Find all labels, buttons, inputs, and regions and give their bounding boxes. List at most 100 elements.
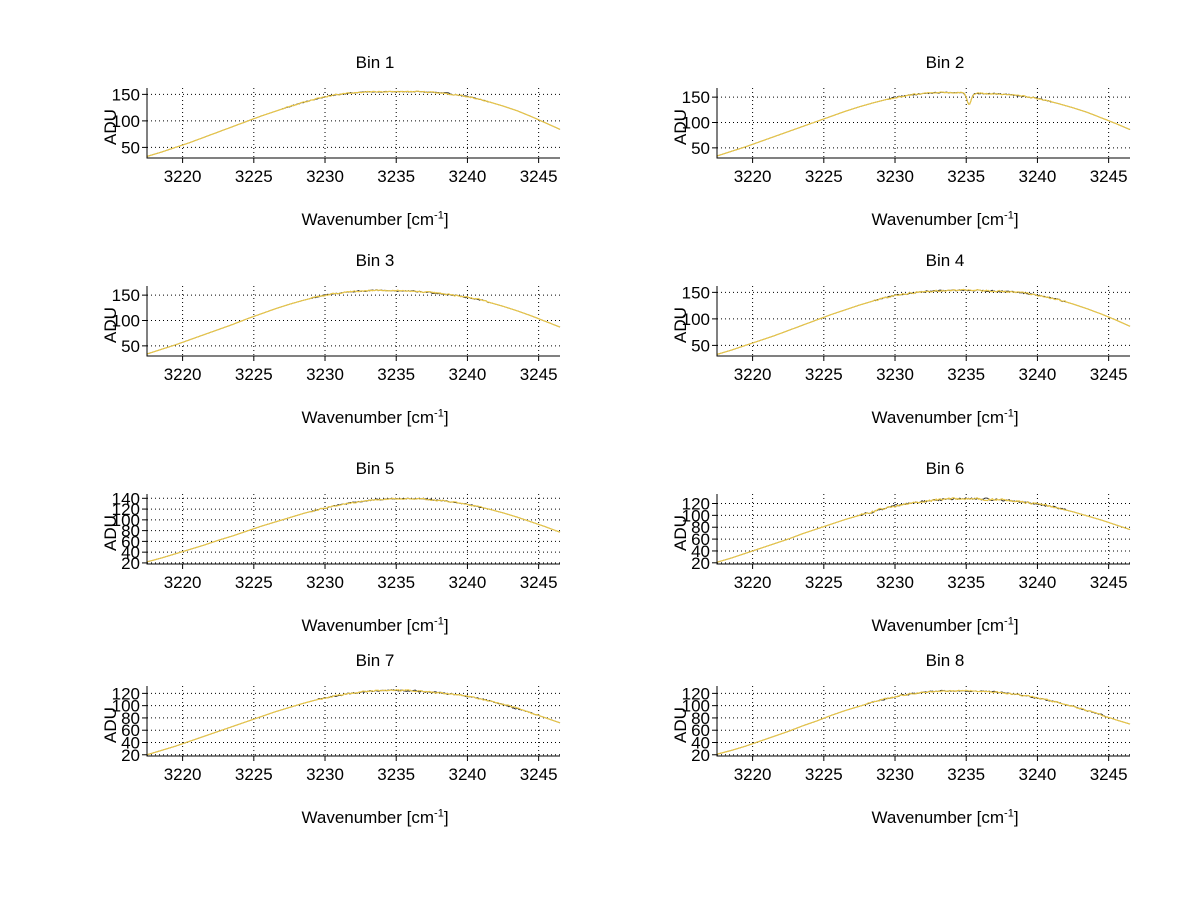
x-axis-label-prefix: Wavenumber [cm bbox=[301, 616, 435, 635]
subplot-panel: Bin 3 ADU Wavenumber [cm-1] 3220 3225 3230 323… bbox=[95, 250, 655, 445]
x-tick-label: 3245 bbox=[520, 765, 558, 784]
x-tick-label: 3230 bbox=[876, 765, 914, 784]
x-tick-label: 3220 bbox=[164, 765, 202, 784]
x-axis-label-prefix: Wavenumber [cm bbox=[871, 408, 1005, 427]
x-tick-label: 3230 bbox=[876, 573, 914, 592]
x-axis-label: Wavenumber [cm-1] bbox=[95, 210, 655, 230]
x-tick-label: 3235 bbox=[947, 365, 985, 384]
x-tick-label: 3235 bbox=[947, 765, 985, 784]
y-tick-label: 100 bbox=[682, 697, 710, 716]
subplot-title: Bin 7 bbox=[355, 651, 395, 670]
y-tick-label: 150 bbox=[112, 85, 140, 104]
data-series-fit bbox=[146, 90, 561, 157]
y-tick-label: 120 bbox=[112, 500, 140, 519]
x-tick-label: 3240 bbox=[449, 765, 487, 784]
x-tick-label: 3225 bbox=[235, 167, 273, 186]
y-tick-label: 80 bbox=[691, 518, 710, 537]
x-tick-label: 3230 bbox=[306, 765, 344, 784]
x-tick-label: 3220 bbox=[734, 573, 772, 592]
x-tick-label: 3245 bbox=[520, 167, 558, 186]
x-tick-label: 3235 bbox=[377, 167, 415, 186]
x-axis-label-exponent: -1 bbox=[434, 615, 444, 628]
x-tick-label: 3240 bbox=[1019, 765, 1057, 784]
x-axis-label-prefix: Wavenumber [cm bbox=[301, 210, 435, 229]
x-axis-label-exponent: -1 bbox=[1004, 407, 1014, 420]
y-tick-label: 60 bbox=[121, 721, 140, 740]
x-tick-label: 3225 bbox=[805, 573, 843, 592]
data-series-fit bbox=[716, 91, 1131, 157]
x-axis-label-suffix: ] bbox=[1013, 210, 1019, 229]
y-tick-label: 20 bbox=[691, 554, 710, 573]
x-axis-label: Wavenumber [cm-1] bbox=[665, 408, 1200, 428]
x-tick-label: 3220 bbox=[164, 365, 202, 384]
y-tick-label: 100 bbox=[682, 506, 710, 525]
x-tick-label: 3235 bbox=[947, 573, 985, 592]
data-series-raw bbox=[716, 497, 1131, 563]
y-tick-label: 140 bbox=[112, 489, 140, 508]
subplot-title: Bin 1 bbox=[355, 53, 395, 72]
x-tick-label: 3225 bbox=[235, 765, 273, 784]
x-axis-label-exponent: -1 bbox=[434, 209, 444, 222]
x-axis-label-exponent: -1 bbox=[1004, 209, 1014, 222]
x-tick-label: 3220 bbox=[734, 167, 772, 186]
y-tick-label: 20 bbox=[691, 746, 710, 765]
y-tick-label: 60 bbox=[691, 530, 710, 549]
x-axis-label-prefix: Wavenumber [cm bbox=[871, 210, 1005, 229]
x-tick-label: 3220 bbox=[164, 573, 202, 592]
y-tick-label: 60 bbox=[691, 721, 710, 740]
data-series-raw bbox=[146, 689, 561, 756]
y-tick-label: 100 bbox=[112, 697, 140, 716]
x-tick-label: 3230 bbox=[306, 167, 344, 186]
data-series-fit bbox=[716, 288, 1131, 355]
data-series-raw bbox=[716, 289, 1131, 355]
y-tick-label: 40 bbox=[121, 733, 140, 752]
x-axis-label: Wavenumber [cm-1] bbox=[665, 808, 1200, 828]
axis-frame bbox=[146, 686, 560, 757]
x-tick-label: 3225 bbox=[235, 365, 273, 384]
data-series-raw bbox=[716, 689, 1131, 755]
y-tick-label: 80 bbox=[121, 522, 140, 541]
x-tick-label: 3230 bbox=[876, 167, 914, 186]
x-axis-label-prefix: Wavenumber [cm bbox=[871, 616, 1005, 635]
y-tick-label: 50 bbox=[121, 337, 140, 356]
x-axis-label-prefix: Wavenumber [cm bbox=[871, 808, 1005, 827]
data-series-fit bbox=[716, 689, 1131, 755]
subplot-title: Bin 8 bbox=[925, 651, 965, 670]
y-tick-label: 40 bbox=[121, 543, 140, 562]
x-tick-label: 3245 bbox=[1090, 573, 1128, 592]
axis-frame bbox=[146, 88, 560, 159]
x-tick-label: 3235 bbox=[377, 765, 415, 784]
y-tick-label: 120 bbox=[112, 684, 140, 703]
y-tick-label: 40 bbox=[691, 733, 710, 752]
data-series-fit bbox=[146, 289, 561, 355]
data-series-raw bbox=[146, 90, 561, 157]
x-tick-label: 3235 bbox=[947, 167, 985, 186]
x-tick-label: 3220 bbox=[734, 765, 772, 784]
subplot-title: Bin 4 bbox=[925, 251, 965, 270]
plot-area: 3220 3225 3230 3235 3240 3245 50 100 150 bbox=[682, 88, 1131, 186]
y-tick-label: 120 bbox=[682, 684, 710, 703]
y-tick-label: 80 bbox=[691, 709, 710, 728]
y-tick-label: 50 bbox=[691, 139, 710, 158]
x-tick-label: 3230 bbox=[306, 365, 344, 384]
x-axis-label: Wavenumber [cm-1] bbox=[95, 808, 655, 828]
y-tick-label: 20 bbox=[121, 746, 140, 765]
subplot-panel: Bin 7 ADU Wavenumber [cm-1] 3220 3225 3230 323… bbox=[95, 650, 655, 845]
x-tick-label: 3225 bbox=[235, 573, 273, 592]
x-tick-label: 3220 bbox=[164, 167, 202, 186]
data-series-raw bbox=[146, 497, 561, 563]
y-tick-label: 100 bbox=[112, 511, 140, 530]
x-tick-label: 3240 bbox=[449, 573, 487, 592]
y-tick-label: 150 bbox=[682, 88, 710, 107]
y-tick-label: 120 bbox=[682, 494, 710, 513]
data-series-fit bbox=[146, 688, 561, 756]
x-tick-label: 3225 bbox=[805, 167, 843, 186]
x-axis-label-suffix: ] bbox=[443, 616, 449, 635]
x-axis-label-exponent: -1 bbox=[1004, 615, 1014, 628]
x-axis-label: Wavenumber [cm-1] bbox=[95, 408, 655, 428]
x-tick-label: 3245 bbox=[520, 573, 558, 592]
subplot-panel: Bin 4 ADU Wavenumber [cm-1] 3220 3225 3230 323… bbox=[665, 250, 1200, 445]
subplot-panel: Bin 6 ADU Wavenumber [cm-1] 3220 3225 3230 323… bbox=[665, 458, 1200, 653]
x-axis-label-suffix: ] bbox=[443, 210, 449, 229]
